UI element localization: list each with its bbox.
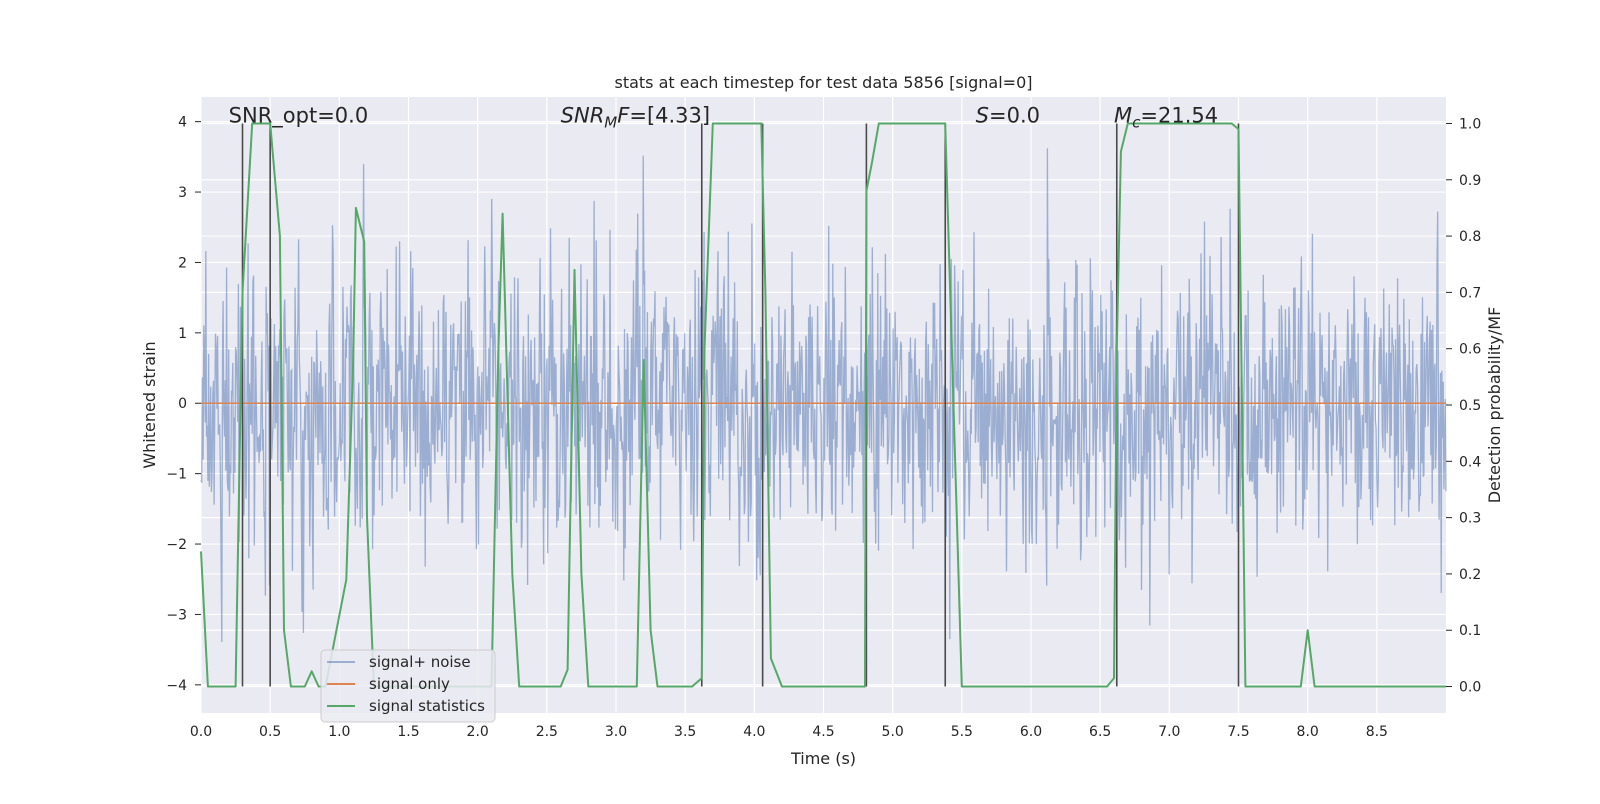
y2-axis-title: Detection probability/MF [1485, 307, 1504, 504]
y-tick-label: −4 [166, 678, 187, 694]
annotation: Mc=21.54 [1114, 104, 1218, 132]
x-tick-label: 2.5 [536, 724, 558, 740]
legend-label-signal-statistics: signal statistics [369, 697, 485, 715]
y-tick-label: 1 [178, 326, 187, 342]
x-tick-label: 0.0 [190, 724, 212, 740]
y2-tick-label: 0.5 [1459, 398, 1481, 414]
x-tick-label: 4.5 [812, 724, 834, 740]
x-tick-label: 7.0 [1158, 724, 1180, 740]
x-tick-label: 3.0 [605, 724, 627, 740]
y-tick-label: 0 [178, 396, 187, 412]
x-tick-label: 8.0 [1297, 724, 1319, 740]
y2-tick-label: 0.4 [1459, 454, 1481, 470]
signal-statistics-trace [200, 122, 1446, 688]
y2-tick-label: 0.9 [1459, 173, 1481, 189]
y2-tick-label: 0.3 [1459, 511, 1481, 527]
y-tick-label: −3 [166, 607, 187, 623]
y2-axis-ticks: 0.0 0.1 0.2 0.3 0.4 0.5 0.6 0.7 0.8 0.9 1.0 [1446, 116, 1481, 696]
y2-tick-label: 0.8 [1459, 229, 1481, 245]
annotation: SNRMF=[4.33] [561, 104, 710, 132]
y2-tick-label: 0.2 [1459, 567, 1481, 583]
y-tick-label: 2 [178, 255, 187, 271]
legend-label-signal-plus-noise: signal+ noise [369, 653, 471, 671]
legend-label-signal-only: signal only [369, 675, 450, 693]
y2-tick-label: 0.7 [1459, 285, 1481, 301]
x-tick-label: 1.0 [328, 724, 350, 740]
chart-title: stats at each timestep for test data 585… [614, 73, 1032, 92]
x-tick-label: 1.5 [397, 724, 419, 740]
y-tick-label: 4 [178, 115, 187, 131]
x-axis-title: Time (s) [790, 749, 856, 768]
annotation: S=0.0 [976, 104, 1040, 128]
annotations: SNR_opt=0.0 SNRMF=[4.33] S=0.0 Mc=21.54 [229, 104, 1218, 132]
y2-tick-label: 0.0 [1459, 680, 1481, 696]
legend-box [320, 649, 496, 723]
y2-tick-label: 0.6 [1459, 342, 1481, 358]
x-tick-label: 3.5 [674, 724, 696, 740]
annotation: SNR_opt=0.0 [229, 104, 369, 129]
x-tick-label: 6.0 [1020, 724, 1042, 740]
y2-tick-label: 1.0 [1459, 116, 1481, 132]
y-tick-label: 3 [178, 185, 187, 201]
y-axis-ticks: −4 −3 −2 −1 0 1 2 3 4 [166, 115, 201, 694]
y2-tick-label: 0.1 [1459, 623, 1481, 639]
x-tick-label: 4.0 [743, 724, 765, 740]
y-tick-label: −1 [166, 467, 187, 483]
x-axis-ticks: 0.0 0.5 1.0 1.5 2.0 2.5 3.0 3.5 4.0 4.5 5.0 5.5 6.0 6… [190, 724, 1388, 740]
y-axis-title: Whitened strain [140, 341, 159, 468]
x-tick-label: 5.5 [951, 724, 973, 740]
series-signal-statistics [200, 122, 1446, 688]
x-tick-label: 2.0 [467, 724, 489, 740]
x-tick-label: 5.0 [882, 724, 904, 740]
x-tick-label: 0.5 [259, 724, 281, 740]
y-tick-label: −2 [166, 537, 187, 553]
x-tick-label: 8.5 [1366, 724, 1388, 740]
x-tick-label: 7.5 [1227, 724, 1249, 740]
x-tick-label: 6.5 [1089, 724, 1111, 740]
legend: signal+ noise signal only signal statist… [320, 649, 496, 723]
